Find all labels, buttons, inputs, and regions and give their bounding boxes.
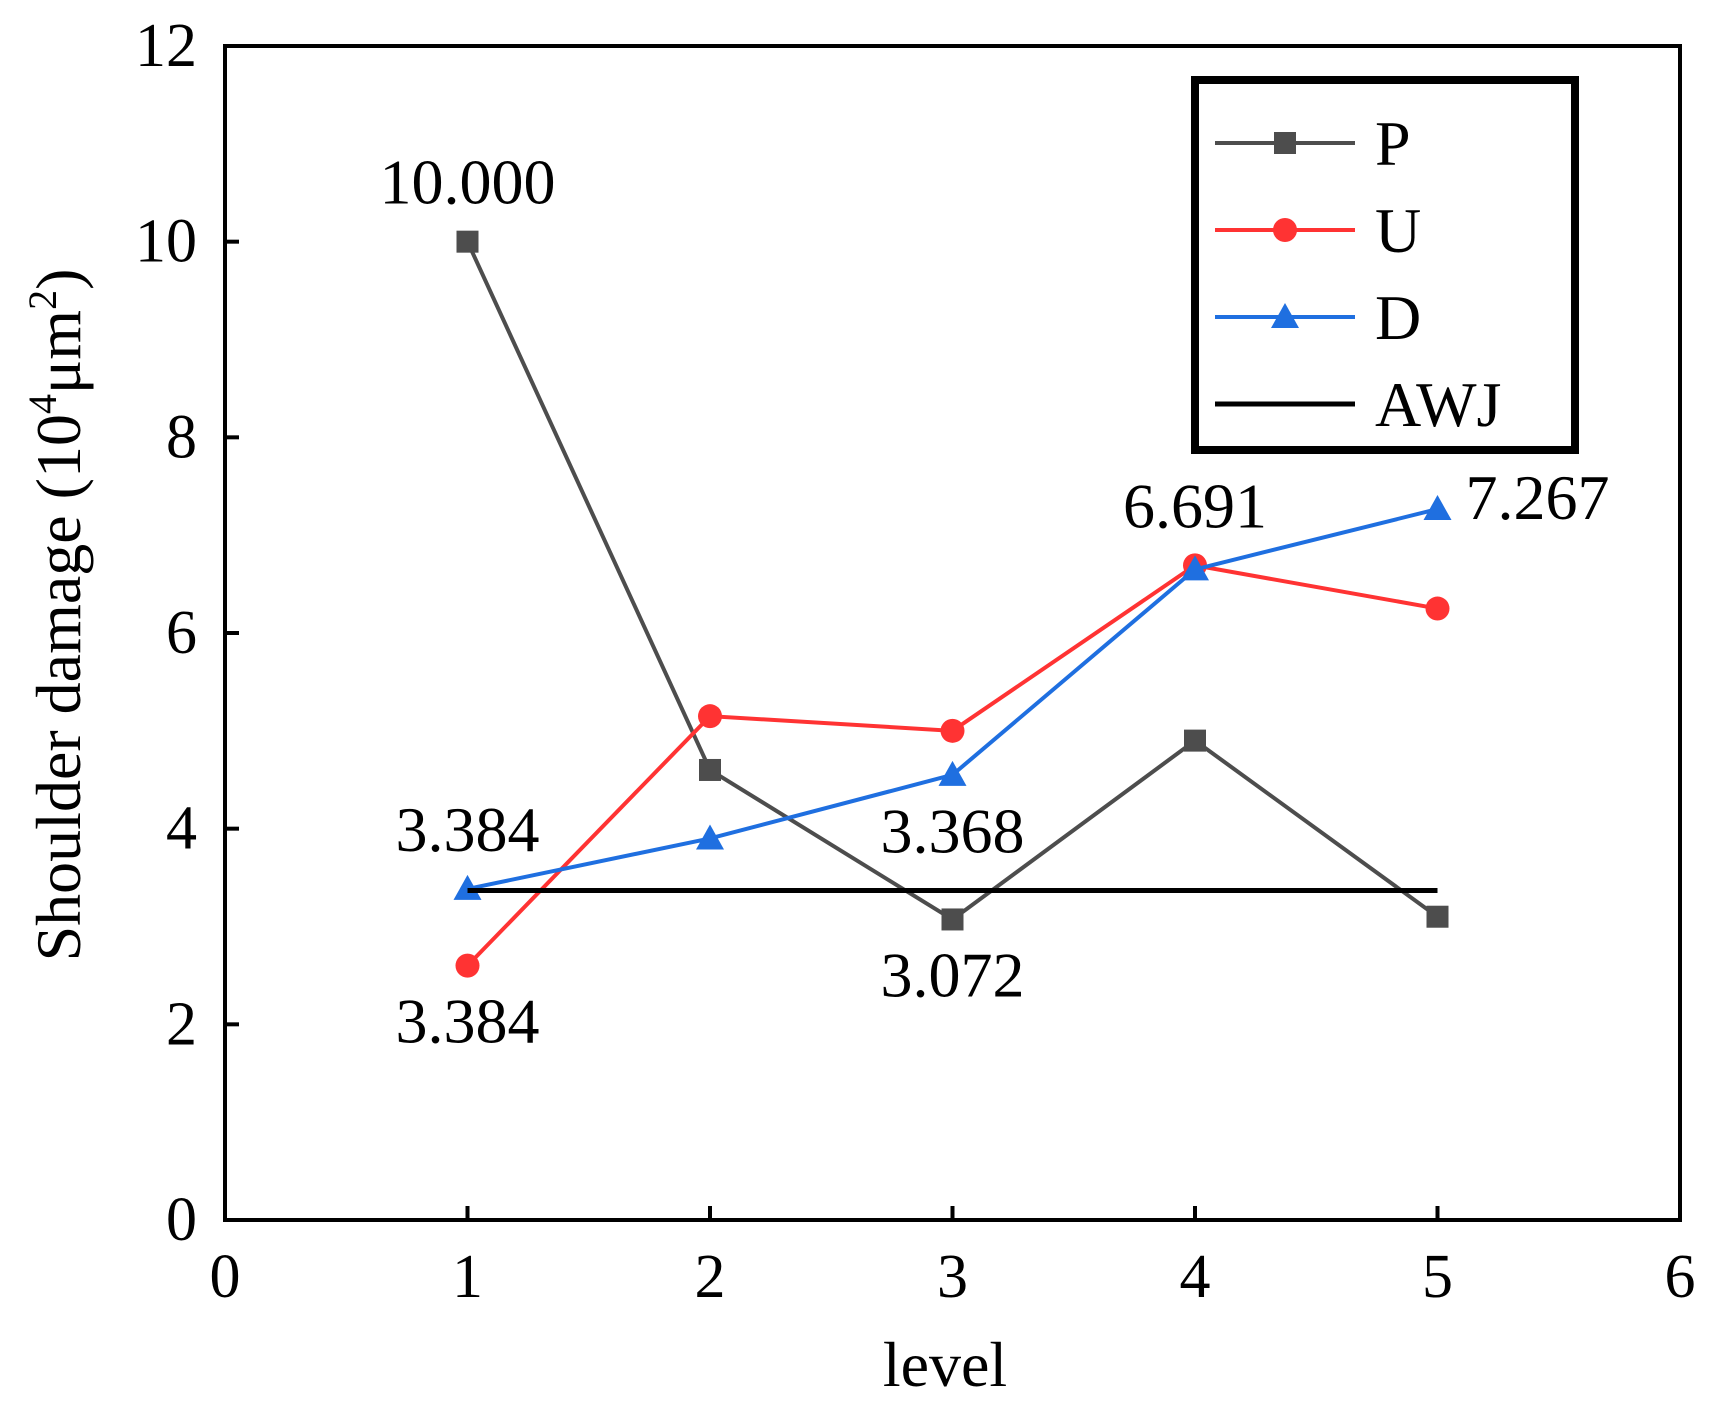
legend-label-awj: AWJ <box>1375 369 1501 440</box>
series-u-point <box>455 953 480 978</box>
y-axis-title-superscript-1: 4 <box>20 394 65 414</box>
x-tick-label: 1 <box>452 1243 483 1311</box>
data-label: 6.691 <box>1123 470 1267 541</box>
data-label: 7.267 <box>1466 462 1610 533</box>
y-tick-label: 8 <box>166 403 197 471</box>
series-d-point <box>1181 555 1209 581</box>
series-p-point <box>1184 729 1206 752</box>
series-d <box>453 495 1452 900</box>
data-label: 10.000 <box>380 147 556 218</box>
x-axis-title: level <box>883 1329 1007 1400</box>
x-tick-label: 2 <box>695 1243 726 1311</box>
series-u-point <box>940 718 965 743</box>
y-axis-title: Shoulder damage (104μm2) <box>20 269 94 962</box>
y-axis-title-prefix: Shoulder damage (10 <box>23 414 94 961</box>
x-tick-label: 6 <box>1665 1243 1696 1311</box>
legend-item-u: U <box>1215 195 1421 266</box>
data-label: 3.368 <box>881 795 1025 866</box>
series-p <box>456 230 1449 931</box>
annotation-layer: 10.000 3.384 3.384 3.368 3.072 6.691 7.267 <box>380 147 1610 1057</box>
series-d-point <box>696 824 724 850</box>
series-layer <box>453 230 1452 978</box>
x-tick-label: 5 <box>1422 1243 1453 1311</box>
series-u-point <box>698 704 722 729</box>
legend-marker-p <box>1274 132 1296 154</box>
y-axis-title-suffix: ) <box>23 269 94 290</box>
legend-item-d: D <box>1215 282 1421 353</box>
y-tick-label: 6 <box>166 599 197 667</box>
y-tick-label: 12 <box>135 12 197 80</box>
series-u-point <box>1425 596 1450 621</box>
legend-label-d: D <box>1375 282 1421 353</box>
series-d-point <box>1423 495 1452 521</box>
y-tick-label: 4 <box>166 795 197 863</box>
legend-marker-u <box>1273 218 1297 242</box>
data-label: 3.384 <box>396 986 540 1057</box>
y-axis-title-superscript-2: 2 <box>20 290 65 310</box>
y-tick-label: 0 <box>166 1186 197 1254</box>
series-p-point <box>456 230 479 253</box>
y-tick-label: 2 <box>166 990 197 1058</box>
x-tick-label: 3 <box>937 1243 968 1311</box>
series-p-point <box>941 908 964 931</box>
y-tick-label: 10 <box>135 208 197 276</box>
x-axis: 0 1 2 3 4 5 6 <box>210 1206 1696 1311</box>
legend-item-awj: AWJ <box>1215 369 1501 440</box>
data-label: 3.072 <box>881 939 1025 1010</box>
data-label: 3.384 <box>396 794 540 865</box>
series-p-point <box>1426 905 1449 928</box>
series-p-point <box>699 758 721 781</box>
legend-marker-d <box>1271 303 1299 328</box>
legend-item-p: P <box>1215 108 1411 179</box>
series-d-point <box>453 874 482 900</box>
y-axis: 0 2 4 6 8 10 12 <box>135 12 239 1254</box>
series-u <box>455 553 1450 978</box>
x-tick-label: 4 <box>1180 1243 1211 1311</box>
y-axis-title-unit: μm <box>23 310 94 394</box>
legend: PUD AWJ <box>1191 76 1579 454</box>
series-d-point <box>938 760 967 786</box>
legend-label-u: U <box>1375 195 1421 266</box>
x-tick-label: 0 <box>210 1243 241 1311</box>
legend-label-p: P <box>1375 108 1411 179</box>
